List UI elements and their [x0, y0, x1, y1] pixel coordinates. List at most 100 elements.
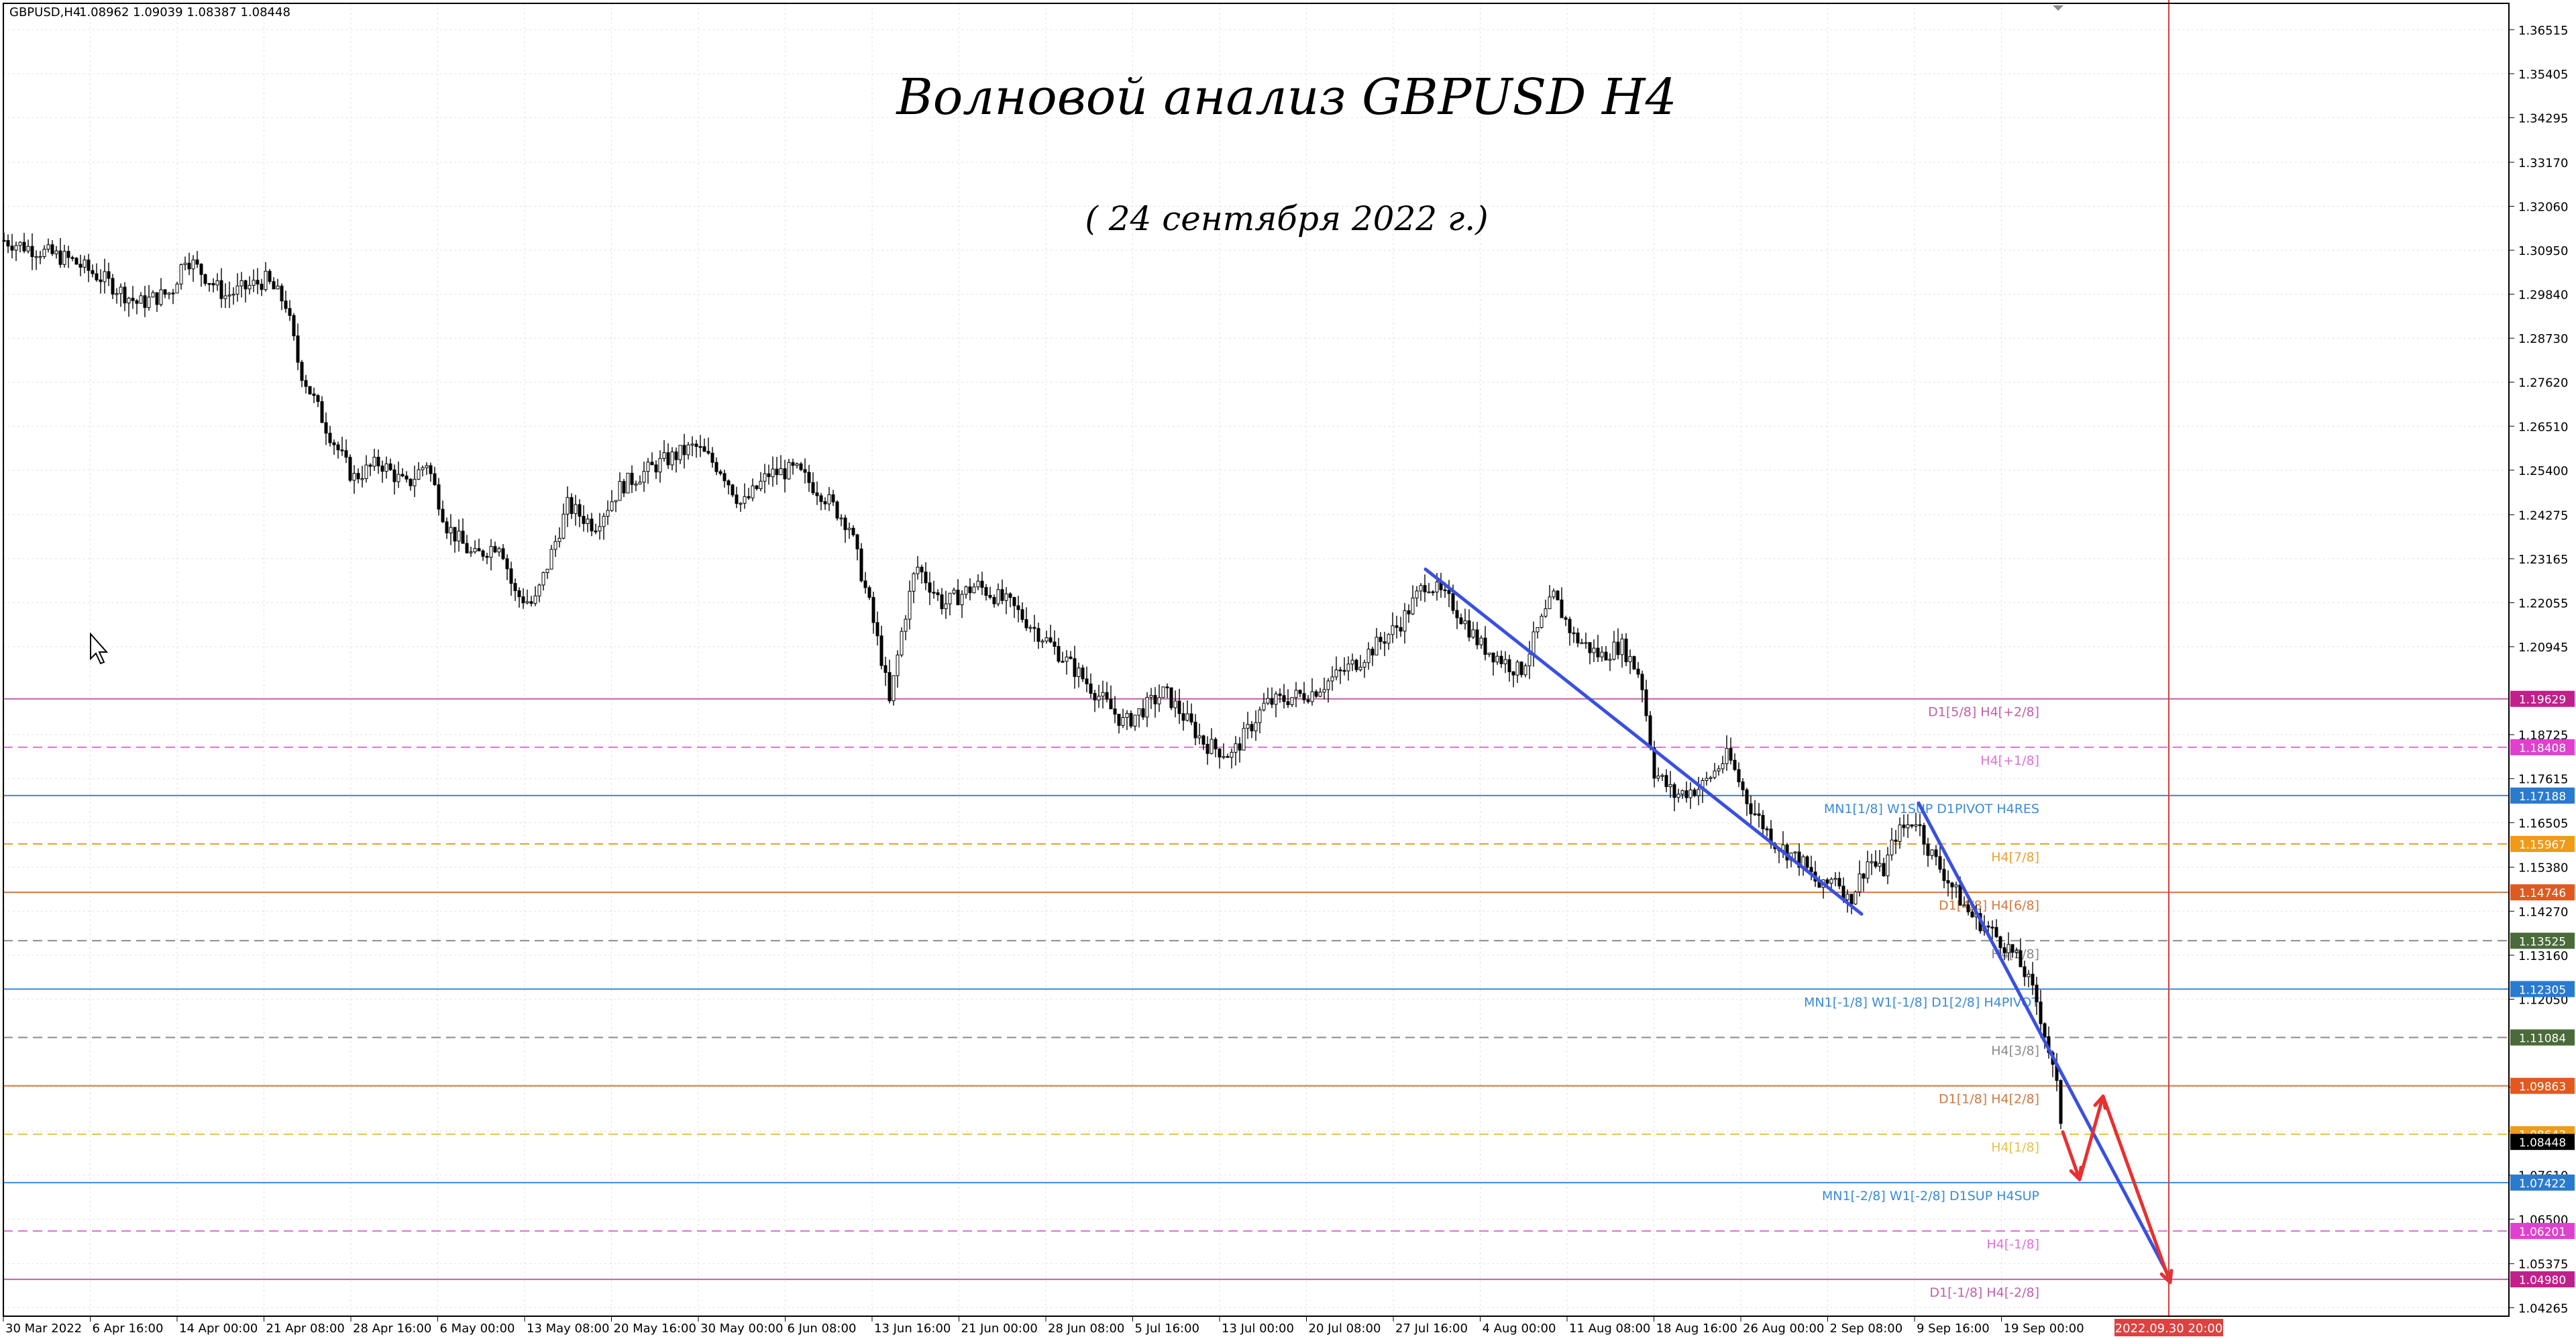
candle-body — [1294, 690, 1298, 698]
candle-body — [1938, 856, 1942, 870]
candle-body — [83, 259, 87, 268]
candle-body — [936, 592, 940, 596]
candle-body — [775, 468, 779, 476]
y-tick-label: 1.27620 — [2518, 376, 2568, 390]
level-price-tag-label: 1.17188 — [2519, 790, 2566, 804]
x-tick-label: 28 Apr 16:00 — [353, 1322, 431, 1336]
candle-body — [561, 513, 566, 539]
candle-body — [1117, 714, 1121, 726]
level-price-tag-label: 1.11084 — [2519, 1032, 2566, 1045]
candle-body — [2010, 944, 2015, 953]
candle-body — [1262, 702, 1266, 710]
y-tick-label: 1.22055 — [2518, 596, 2568, 610]
candle-body — [1246, 724, 1250, 729]
candle-body — [123, 286, 127, 304]
candle-body — [690, 443, 694, 445]
candle-body — [1717, 768, 1721, 771]
level-price-tag-label: 1.06201 — [2519, 1226, 2566, 1239]
candle-body — [6, 239, 10, 247]
x-tick-label: 21 Apr 08:00 — [266, 1322, 345, 1336]
candle-body — [787, 462, 791, 480]
candle-body — [964, 586, 968, 595]
candle-body — [1181, 713, 1185, 721]
candle-body — [1459, 617, 1463, 625]
candle-body — [1113, 708, 1117, 715]
candle-body — [252, 280, 256, 286]
candle-body — [586, 519, 590, 525]
level-price-tag-label: 1.18408 — [2519, 742, 2566, 755]
candle-body — [578, 504, 582, 517]
y-tick-label: 1.25400 — [2518, 464, 2568, 478]
candle-body — [1024, 619, 1028, 629]
y-tick-label: 1.15380 — [2518, 861, 2568, 875]
candle-body — [1214, 739, 1218, 749]
candle-body — [256, 280, 260, 285]
candle-body — [1878, 863, 1882, 867]
candle-body — [18, 242, 22, 246]
candle-body — [662, 452, 666, 459]
candle-body — [992, 596, 996, 604]
candle-body — [1028, 627, 1032, 629]
candle-body — [1970, 911, 1974, 918]
axes: 1.36515 1.35405 1.34295 1.33170 1.32060 1.309… — [3, 23, 2568, 1336]
candle-body — [940, 594, 944, 609]
candle-body — [103, 271, 107, 282]
candle-body — [1950, 882, 1954, 888]
candle-body — [1431, 591, 1435, 594]
candle-body — [1858, 873, 1862, 893]
candle-body — [211, 283, 215, 286]
candle-body — [602, 516, 606, 527]
candle-body — [1874, 861, 1878, 867]
candle-body — [1688, 790, 1693, 798]
candle-body — [1193, 721, 1197, 739]
candle-body — [670, 451, 674, 466]
candle-body — [99, 279, 103, 282]
candle-body — [1040, 641, 1044, 643]
shift-marker-icon[interactable] — [2053, 5, 2063, 11]
candle-body — [1890, 839, 1894, 855]
candle-body — [1314, 691, 1318, 697]
level-price-tag-label: 1.13525 — [2519, 935, 2566, 949]
candle-body — [352, 473, 356, 481]
candle-body — [1379, 637, 1383, 643]
candle-body — [855, 534, 859, 549]
candle-body — [107, 271, 111, 279]
candle-body — [312, 393, 316, 396]
candle-body — [324, 422, 328, 434]
candle-body — [151, 292, 155, 298]
level-price-tag — [2510, 884, 2575, 901]
candle-body — [409, 478, 413, 486]
candle-body — [1049, 637, 1053, 643]
candle-body — [1338, 670, 1342, 672]
candle-body — [1705, 778, 1709, 782]
candle-body — [1407, 610, 1411, 614]
candle-body — [131, 297, 135, 301]
candle-body — [863, 580, 867, 588]
candle-body — [610, 501, 614, 511]
candle-body — [1310, 691, 1314, 702]
candle-body — [1371, 649, 1375, 655]
candle-body — [888, 672, 892, 702]
candle-body — [95, 273, 99, 280]
candle-body — [215, 280, 219, 286]
level-price-tag — [2510, 981, 2575, 998]
candle-body — [384, 463, 388, 472]
candle-body — [807, 472, 811, 483]
level-label: MN1[-1/8] W1[-1/8] D1[2/8] H4PIVOT — [1804, 995, 2039, 1010]
candle-body — [175, 283, 179, 294]
candle-body — [867, 587, 871, 598]
candle-body — [332, 442, 336, 445]
y-tick-label: 1.05375 — [2518, 1258, 2568, 1272]
candle-body — [666, 452, 670, 466]
candle-body — [1845, 894, 1849, 900]
candle-body — [1507, 659, 1511, 672]
candle-body — [1668, 784, 1672, 788]
candle-body — [10, 246, 14, 251]
candle-body — [1564, 617, 1568, 620]
candle-body — [1266, 698, 1270, 704]
candle-body — [1210, 739, 1214, 754]
candle-body — [706, 451, 710, 453]
